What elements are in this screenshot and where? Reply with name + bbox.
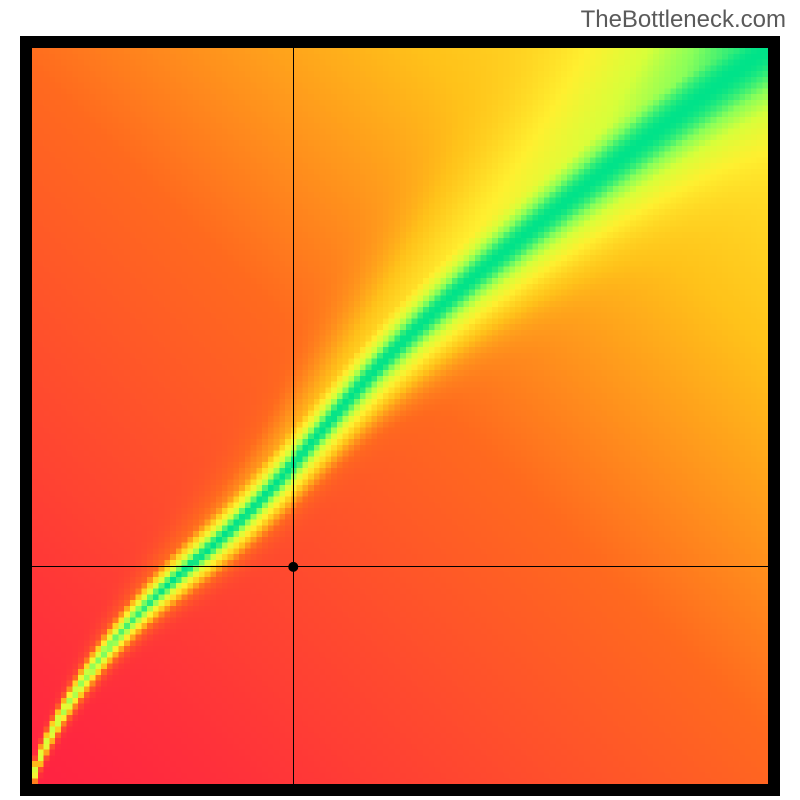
watermark-text: TheBottleneck.com bbox=[581, 6, 786, 34]
plot-frame bbox=[20, 36, 780, 796]
plot-area bbox=[32, 48, 768, 784]
crosshair-dot bbox=[32, 48, 768, 784]
